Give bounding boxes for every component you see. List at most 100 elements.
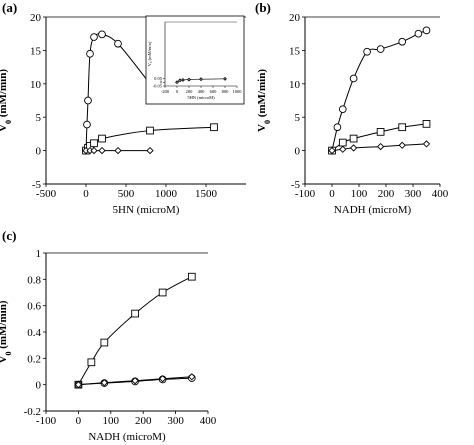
inset-series-1-point — [175, 80, 179, 85]
chart-a-x-tick-label: 500 — [118, 188, 135, 200]
chart-c-y-label: V0 (mM/min) — [0, 300, 13, 363]
chart-b: -100 0 100 200 300 400 -5 0 5 10 15 20 NADH (microM)… — [256, 12, 449, 216]
chart-c-series-1-point — [187, 272, 196, 281]
chart-c-x-tick-label: 400 — [200, 415, 217, 427]
chart-b-series-1-point — [422, 26, 431, 35]
chart-a-series-2-point — [90, 139, 98, 148]
inset-y-tick-label: -0.05 — [153, 84, 163, 89]
inset-series-1 — [175, 76, 227, 85]
inset-x-tick-label: 600 — [210, 89, 218, 94]
chart-b-series-1-point — [414, 29, 423, 38]
chart-a-series-3-point — [90, 146, 98, 155]
chart-a-y-tick-label: 20 — [30, 12, 42, 24]
chart-b-series-2-point — [398, 123, 407, 132]
chart-a-x-tick-label: 1500 — [195, 188, 218, 200]
chart-c-y-tick-label: 0.4 — [27, 327, 41, 339]
chart-c-y-tick-label: -0.2 — [24, 406, 41, 418]
chart-b-y-tick-label: 10 — [289, 79, 301, 91]
inset-x-tick-label: 800 — [222, 89, 230, 94]
chart-b-y-tick-label: 20 — [289, 12, 301, 24]
chart-b-series-1-point — [349, 74, 358, 83]
chart-b-series-1-point — [333, 123, 342, 132]
chart-a-x-tick-label: 0 — [83, 188, 89, 200]
chart-c-series-1-line — [77, 276, 193, 385]
chart-a-x-label: 5HN (microM) — [113, 204, 180, 216]
chart-c-y-tick-label: 1 — [36, 248, 42, 260]
inset-frame — [145, 15, 245, 105]
chart-a-series-2-point — [210, 123, 218, 132]
chart-a-series-2-point — [98, 134, 106, 143]
chart-b-x-label: NADH (microM) — [334, 204, 412, 216]
chart-a-y-tick-label: 10 — [30, 79, 42, 91]
inset-y-tick-label: 0.05 — [154, 76, 163, 81]
chart-a: -500 0 500 1000 1500 -5 0 5 10 15 20 5HN (microM) V0… — [0, 12, 246, 216]
inset-series-1-point — [223, 76, 227, 81]
chart-c-series-3-point — [188, 373, 196, 381]
chart-b-series-3-point — [349, 144, 358, 152]
panel-label-b: (b) — [255, 0, 271, 15]
chart-c-y-tick-label: 0 — [36, 380, 42, 392]
chart-a-y-label: V0 (mM/min) — [0, 69, 13, 132]
chart-c-y-tick-label: 0.2 — [27, 353, 41, 365]
chart-b-series-3 — [328, 140, 431, 155]
chart-a-series-3-point — [146, 146, 154, 155]
chart-b-series-3-point — [422, 140, 431, 148]
chart-b-series-2-point — [338, 138, 347, 147]
chart-b-x-tick-label: 200 — [378, 188, 395, 200]
chart-c-series-1 — [74, 272, 196, 389]
chart-c-series-3-point — [131, 377, 139, 385]
chart-c-series-3-point — [74, 381, 83, 389]
chart-b-x-tick-label: -100 — [295, 188, 316, 200]
chart-b-series-2-point — [349, 134, 358, 143]
inset-x-tick-label: -200 — [161, 89, 170, 94]
inset-x-tick-label: 400 — [198, 89, 206, 94]
chart-a-series-2-point — [146, 126, 154, 135]
chart-c-x-tick-label: 200 — [135, 415, 152, 427]
chart-c: -100 0 100 200 300 400 -0.2 0 0.2 0.4 0.6 0.8 1 NADH … — [0, 248, 217, 443]
chart-b-series-3-point — [398, 141, 406, 149]
inset-x-tick-label: 0 — [176, 89, 179, 94]
chart-a-series-3-point — [114, 146, 122, 155]
chart-a-series-3 — [82, 146, 154, 155]
chart-c-series-1-point — [100, 338, 109, 347]
chart-c-series-1-point — [158, 288, 167, 297]
chart-a-y-tick-label: -5 — [32, 179, 42, 191]
chart-c-series-1-point — [131, 309, 139, 318]
chart-a-x-tick-label: 1000 — [155, 188, 178, 200]
chart-a-series-1-point — [84, 96, 92, 105]
chart-b-x-tick-label: 300 — [405, 188, 422, 200]
inset-y-tick-label: 0 — [160, 80, 163, 85]
inset-x-tick-label: 1000 — [233, 89, 243, 94]
chart-b-y-label: V0 (mM/min) — [256, 69, 272, 132]
chart-b-y-tick-label: 5 — [295, 112, 301, 124]
panel-label-a: (a) — [2, 0, 17, 15]
chart-a-y-tick-label: 0 — [36, 146, 42, 158]
inset-series-1-point — [187, 77, 191, 82]
chart-b-series-1-point — [376, 45, 385, 53]
chart-a-series-1-point — [90, 33, 98, 41]
chart-b-y-tick-label: 15 — [289, 45, 301, 57]
inset-x-label: 5HN (microM) — [187, 95, 215, 100]
chart-b-x-tick-label: 100 — [351, 188, 368, 200]
chart-c-series-3-point — [100, 379, 108, 387]
inset-series-1-point — [181, 78, 185, 82]
chart-c-x-tick-label: -100 — [36, 415, 57, 427]
chart-b-series-3-point — [376, 142, 385, 151]
chart-c-series-1-point — [87, 358, 96, 367]
chart-a-y-tick-label: 5 — [36, 112, 42, 124]
chart-b-series-2-point — [376, 128, 385, 136]
chart-c-series-3 — [74, 373, 196, 389]
chart-a-series-3-point — [98, 146, 106, 155]
chart-c-y-tick-label: 0.8 — [27, 274, 41, 286]
chart-b-series-1-point — [363, 47, 371, 56]
chart-a-series-1-point — [98, 30, 106, 39]
chart-b-x-tick-label: 400 — [432, 188, 449, 200]
chart-c-series-3-point — [159, 375, 167, 383]
inset-series-1-point — [178, 78, 182, 83]
chart-b-y-tick-label: -5 — [291, 179, 301, 191]
chart-b-series-3-point — [339, 145, 347, 153]
chart-a-series-1-point — [114, 39, 122, 48]
chart-a-series-1-point — [86, 49, 94, 58]
chart-b-series-1-point — [338, 105, 347, 114]
